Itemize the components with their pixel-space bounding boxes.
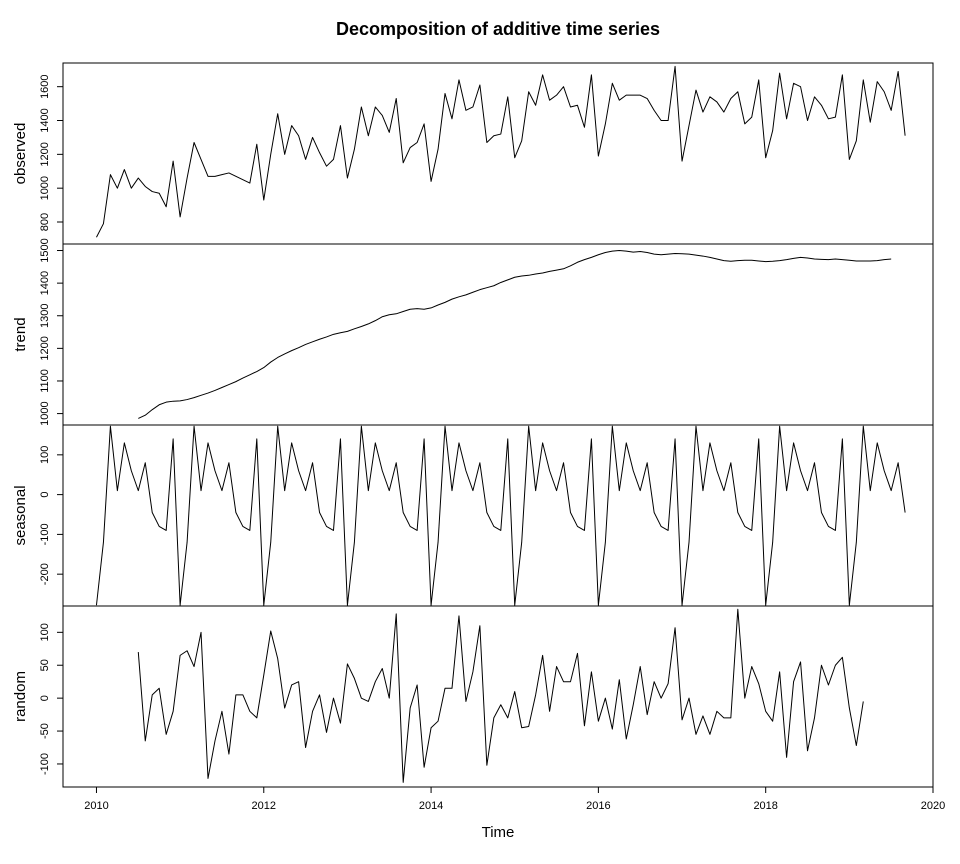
observed-y-tick-label: 1600: [39, 74, 51, 98]
random-y-tick-label: -100: [39, 753, 51, 775]
trend-y-tick-label: 1400: [39, 271, 51, 295]
random-y-tick-label: 50: [39, 659, 51, 671]
seasonal-series-line: [95, 425, 906, 606]
trend-series-line: [138, 250, 892, 419]
x-axis-label: Time: [482, 824, 515, 841]
x-tick-label: 2010: [84, 800, 108, 812]
random-series-line: [137, 608, 864, 783]
x-tick-label: 2018: [753, 800, 777, 812]
seasonal-frame: [62, 424, 934, 607]
random-y-tick-label: 100: [39, 623, 51, 641]
observed-y-tick-label: 1000: [39, 176, 51, 200]
random-y-tick-label: -50: [39, 723, 51, 739]
x-tick-label: 2014: [419, 800, 443, 812]
trend-axis-label: trend: [12, 317, 29, 351]
trend-panel: 1000 1100 1200 1300 1400 1500 trend: [12, 238, 934, 426]
seasonal-axis-label: seasonal: [12, 485, 29, 545]
observed-panel: 800 1000 1200 1400 1600 observed: [12, 62, 934, 245]
trend-y-tick-label: 1200: [39, 336, 51, 360]
random-panel: -100 -50 0 50 100 random: [12, 605, 934, 788]
seasonal-panel: -200 -100 0 100 seasonal: [12, 424, 934, 607]
observed-y-tick-label: 1200: [39, 142, 51, 166]
random-y-tick-label: 0: [39, 695, 51, 701]
seasonal-y-tick-label: 0: [39, 492, 51, 498]
x-tick-label: 2012: [252, 800, 276, 812]
trend-y-tick-label: 1500: [39, 238, 51, 262]
seasonal-y-tick-label: -200: [39, 563, 51, 585]
seasonal-y-tick-label: -100: [39, 523, 51, 545]
seasonal-y-tick-label: 100: [39, 446, 51, 464]
random-axis-label: random: [12, 671, 29, 722]
random-frame: [62, 605, 934, 788]
x-tick-label: 2016: [586, 800, 610, 812]
chart-title: Decomposition of additive time series: [336, 19, 660, 39]
panels-group: 8001000120014001600observed1000110012001…: [12, 62, 934, 788]
trend-y-tick-label: 1000: [39, 401, 51, 425]
trend-y-tick-label: 1300: [39, 304, 51, 328]
x-tick-label: 2020: [921, 800, 945, 812]
x-axis: 2010 2012 2014 2016 2018 2020: [84, 786, 945, 812]
observed-y-tick-label: 800: [39, 213, 51, 231]
observed-y-tick-label: 1400: [39, 108, 51, 132]
observed-series-line: [96, 65, 906, 238]
trend-y-tick-label: 1100: [39, 369, 51, 393]
observed-frame: [62, 62, 934, 245]
observed-axis-label: observed: [12, 123, 29, 185]
